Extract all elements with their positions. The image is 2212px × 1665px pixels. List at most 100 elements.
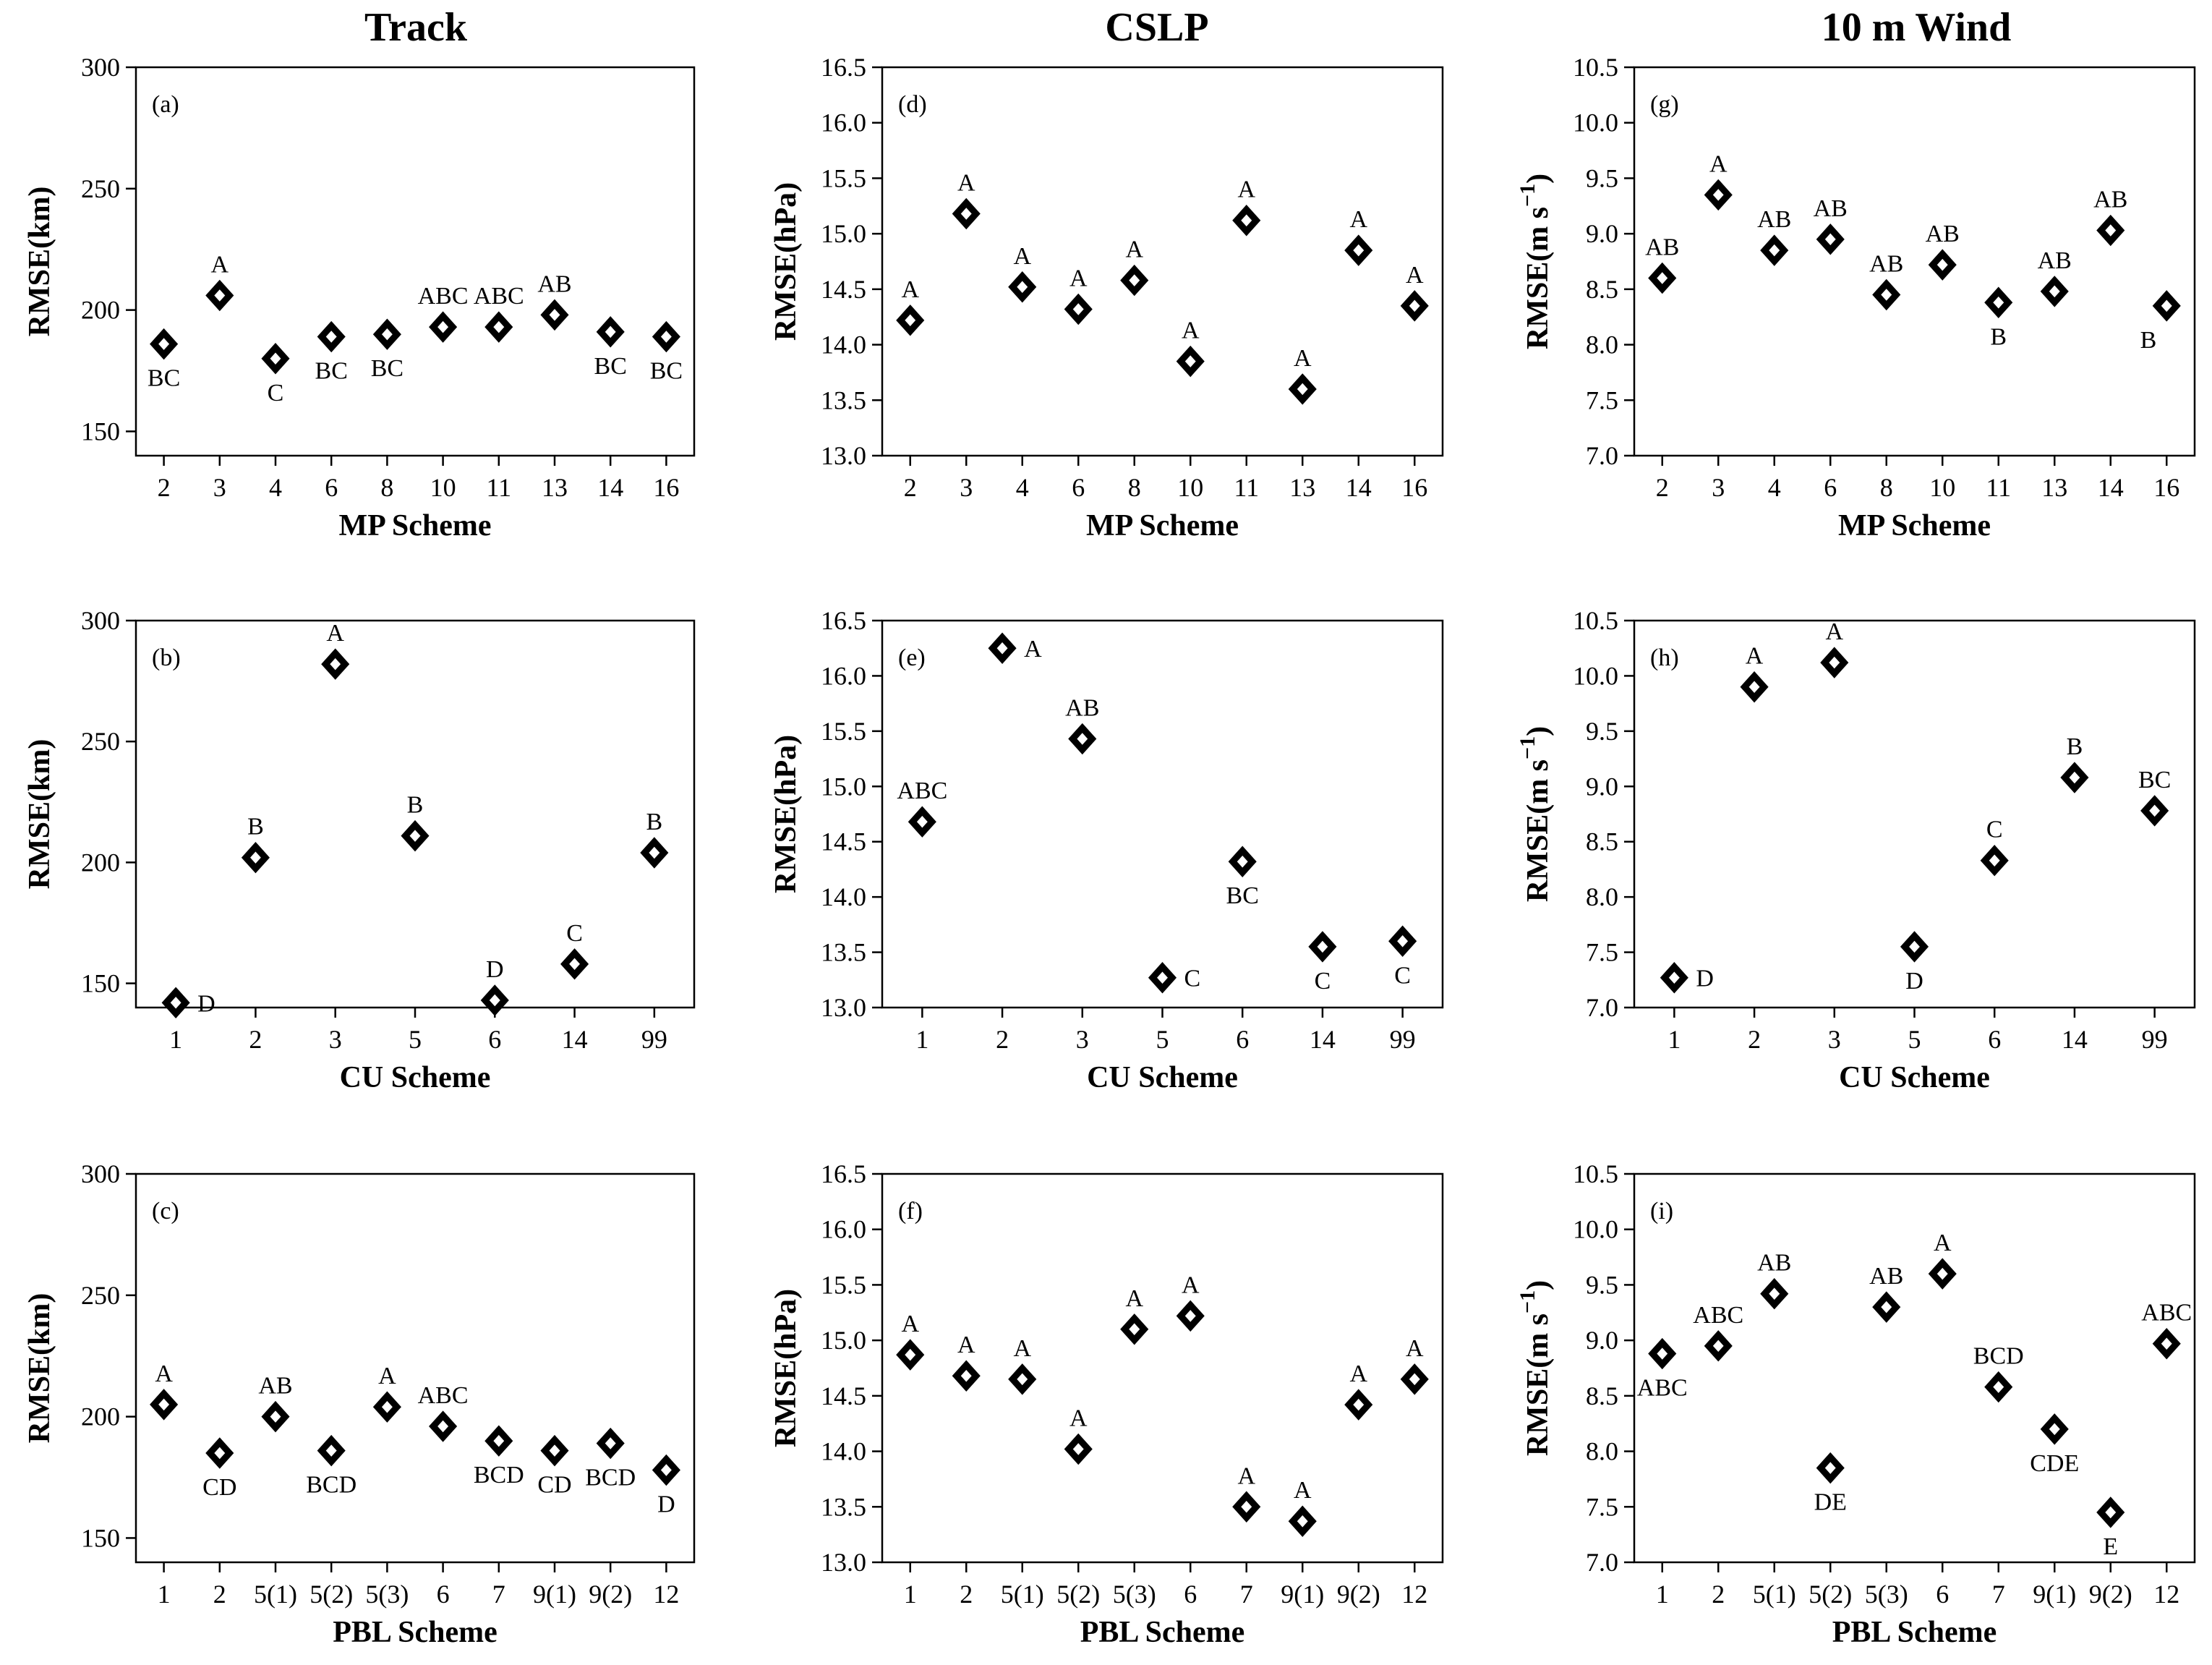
- x-axis-label: PBL Scheme: [333, 1616, 498, 1649]
- group-letter-label: CDE: [2030, 1450, 2079, 1477]
- data-point: [401, 819, 430, 852]
- x-tick-label: 5(2): [309, 1580, 353, 1609]
- x-tick-label: 12: [653, 1580, 679, 1609]
- group-letter-label: BCD: [585, 1465, 636, 1491]
- column-title-track: Track: [364, 5, 468, 50]
- group-letter-label: BCD: [474, 1462, 524, 1489]
- data-point: [1068, 723, 1097, 755]
- y-tick-label: 250: [81, 727, 120, 756]
- group-letter-label: C: [268, 380, 284, 406]
- data-point: [1308, 931, 1337, 963]
- data-point: [261, 1400, 290, 1433]
- x-tick-label: 6: [1824, 473, 1837, 502]
- x-tick-label: 2: [960, 1580, 973, 1609]
- data-point: [1344, 1389, 1373, 1421]
- y-tick-label: 13.0: [821, 1548, 866, 1577]
- group-letter-label: ABC: [418, 283, 469, 310]
- x-tick-label: 16: [1401, 473, 1427, 502]
- data-point: [317, 1434, 346, 1467]
- y-tick-label: 7.5: [1586, 386, 1618, 414]
- y-tick-label: 16.5: [821, 1159, 866, 1188]
- group-letter-label: A: [1294, 345, 1312, 372]
- y-tick-label: 15.0: [821, 219, 866, 248]
- x-tick-label: 4: [1016, 473, 1029, 502]
- data-point: [1232, 205, 1261, 237]
- y-tick-label: 14.0: [821, 882, 866, 911]
- x-tick-label: 6: [1236, 1025, 1249, 1054]
- data-point: [372, 1391, 401, 1423]
- group-letter-label: C: [1315, 968, 1331, 995]
- x-tick-label: 9(2): [1337, 1580, 1380, 1609]
- x-tick-label: 2: [904, 473, 917, 502]
- group-letter-label: BC: [148, 365, 180, 392]
- data-point: [484, 311, 513, 343]
- data-point: [1388, 925, 1417, 958]
- group-letter-label: B: [247, 814, 264, 840]
- y-tick-label: 16.0: [821, 661, 866, 690]
- group-letter-label: AB: [1757, 1250, 1791, 1277]
- y-tick-label: 300: [81, 1159, 120, 1188]
- y-tick-label: 7.5: [1586, 938, 1618, 967]
- x-tick-label: 9(1): [2033, 1580, 2076, 1609]
- data-point: [321, 648, 350, 680]
- panel-label: (e): [898, 644, 926, 671]
- group-letter-label: B: [2140, 327, 2157, 354]
- group-letter-label: A: [957, 1332, 975, 1358]
- x-tick-label: 2: [213, 1580, 226, 1609]
- data-point: [261, 343, 290, 375]
- data-point: [1064, 293, 1093, 325]
- x-tick-label: 7: [1240, 1580, 1253, 1609]
- y-tick-label: 16.5: [821, 53, 866, 82]
- x-tick-label: 6: [1988, 1025, 2001, 1054]
- group-letter-label: A: [1406, 1335, 1424, 1362]
- group-letter-label: A: [1746, 643, 1764, 670]
- panel-label: (d): [898, 91, 927, 118]
- data-point: [1344, 234, 1373, 266]
- y-tick-label: 14.5: [821, 827, 866, 856]
- group-letter-label: BC: [594, 353, 627, 380]
- data-point: [1900, 931, 1929, 963]
- data-point: [1228, 846, 1257, 877]
- group-letter-label: C: [1184, 966, 1201, 992]
- data-point: [2060, 762, 2089, 793]
- group-letter-label: A: [1013, 1335, 1031, 1362]
- panel-label: (g): [1650, 91, 1679, 118]
- x-tick-label: 10: [430, 473, 456, 502]
- x-tick-label: 2: [158, 473, 171, 502]
- y-axis-label: RMSE(km): [23, 739, 56, 890]
- y-axis-label: RMSE(m s−1): [1516, 726, 1555, 902]
- x-tick-label: 5: [409, 1025, 422, 1054]
- x-axis-label: CU Scheme: [1839, 1061, 1990, 1094]
- x-tick-label: 7: [492, 1580, 505, 1609]
- group-letter-label: A: [1237, 176, 1255, 203]
- group-letter-label: B: [407, 792, 424, 819]
- x-tick-label: 11: [1234, 473, 1259, 502]
- group-letter-label: CD: [202, 1474, 236, 1501]
- y-tick-label: 13.5: [821, 938, 866, 967]
- x-tick-label: 99: [2142, 1025, 2168, 1054]
- data-point: [596, 316, 625, 348]
- plot-frame: [1633, 1172, 2196, 1564]
- x-tick-label: 5: [1156, 1025, 1169, 1054]
- data-point: [908, 806, 936, 838]
- x-tick-label: 99: [641, 1025, 667, 1054]
- x-tick-label: 16: [2153, 473, 2179, 502]
- group-letter-label: D: [486, 956, 504, 983]
- y-tick-label: 15.5: [821, 717, 866, 746]
- group-letter-label: C: [566, 920, 583, 947]
- group-letter-label: A: [378, 1363, 396, 1389]
- data-point: [1872, 278, 1901, 311]
- x-tick-label: 1: [158, 1580, 171, 1609]
- data-point: [952, 1360, 981, 1392]
- group-letter-label: BCD: [1973, 1343, 2024, 1370]
- data-point: [652, 1454, 680, 1486]
- y-tick-label: 9.0: [1586, 1326, 1618, 1355]
- data-point: [1704, 1330, 1733, 1362]
- y-tick-label: 250: [81, 1281, 120, 1310]
- x-tick-label: 5(3): [1113, 1580, 1156, 1609]
- x-tick-label: 9(1): [1281, 1580, 1324, 1609]
- x-axis-label: CU Scheme: [340, 1061, 491, 1094]
- y-tick-label: 7.0: [1586, 993, 1618, 1022]
- data-point: [540, 1434, 569, 1467]
- y-tick-label: 10.5: [1573, 1159, 1618, 1188]
